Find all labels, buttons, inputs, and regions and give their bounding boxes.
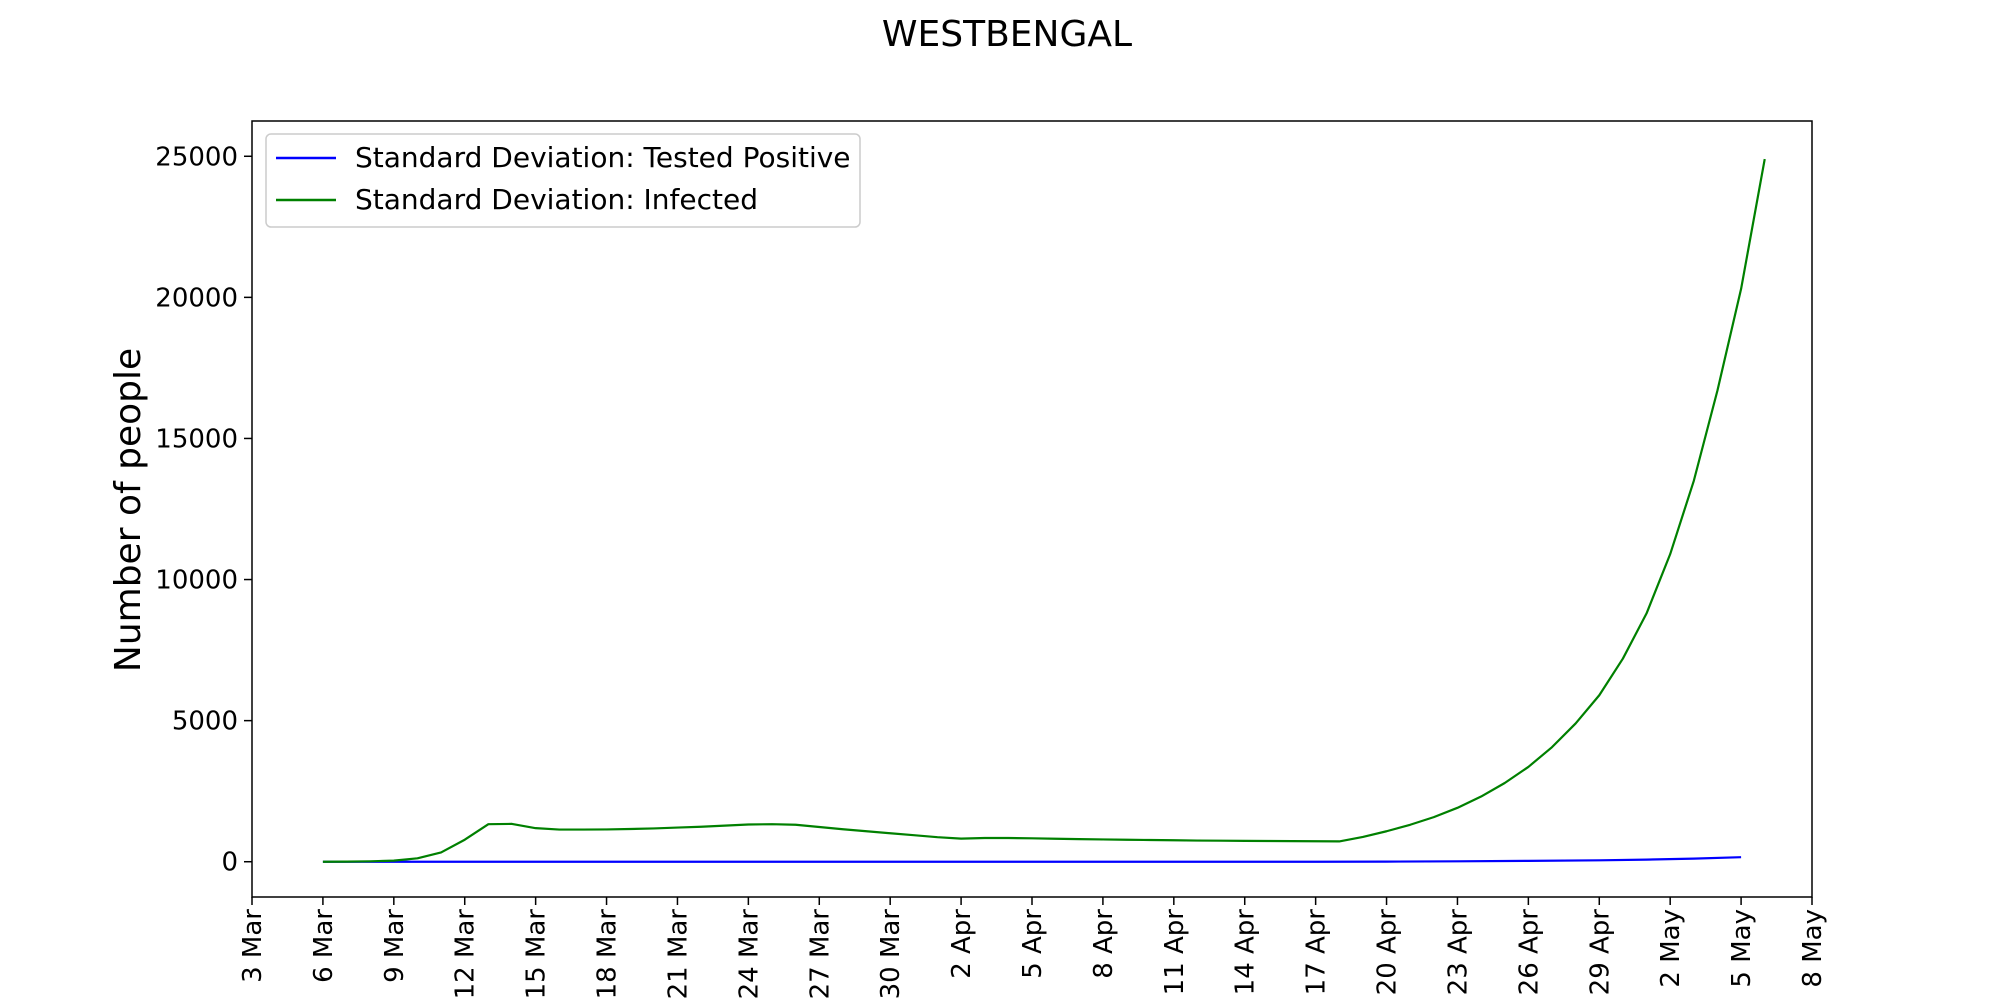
series-line-standard-deviation-tested-positive: [322, 856, 1742, 863]
x-tick-label: 12 Mar: [451, 909, 481, 1000]
y-axis: 0 5000 10000 15000 20000 25000: [155, 142, 252, 878]
x-tick-label: 30 Mar: [876, 909, 906, 1000]
x-tick-label: 2 Apr: [947, 909, 977, 979]
x-tick-label: 24 Mar: [734, 909, 764, 1000]
x-tick-label: 20 Apr: [1373, 909, 1403, 996]
x-tick-label: 23 Apr: [1443, 909, 1473, 996]
legend-box: [265, 133, 861, 228]
x-tick-label: 6 Mar: [309, 909, 339, 983]
x-tick-label: 14 Apr: [1231, 909, 1261, 996]
x-tick-label: 2 May: [1656, 909, 1686, 988]
y-tick-label: 25000: [155, 142, 238, 172]
x-tick-label: 5 Apr: [1018, 909, 1048, 979]
x-tick-label: 11 Apr: [1160, 909, 1190, 996]
y-tick-label: 15000: [155, 424, 238, 454]
y-tick-label: 20000: [155, 283, 238, 313]
x-tick-label: 3 Mar: [238, 909, 268, 983]
x-tick-label: 15 Mar: [522, 909, 552, 1000]
y-tick-label: 5000: [172, 707, 238, 737]
legend: Standard Deviation: Tested Positive Stan…: [265, 133, 861, 228]
y-tick-label: 0: [221, 848, 238, 878]
x-axis: 3 Mar 6 Mar 9 Mar 12 Mar 15 Mar 18 Mar 21 Mar 2…: [238, 897, 1828, 999]
legend-label-tested-positive: Standard Deviation: Tested Positive: [355, 141, 851, 174]
legend-label-infected: Standard Deviation: Infected: [355, 183, 758, 216]
x-tick-label: 8 Apr: [1089, 909, 1119, 979]
x-tick-label: 17 Apr: [1302, 909, 1332, 996]
plot-frame: [251, 120, 1813, 898]
x-tick-label: 27 Mar: [805, 909, 835, 1000]
series-line-standard-deviation-infected: [322, 158, 1766, 863]
x-tick-label: 5 May: [1727, 909, 1757, 988]
chart-title: WESTBENGAL: [882, 14, 1132, 55]
y-tick-label: 10000: [155, 566, 238, 596]
plot-area: [322, 158, 1766, 863]
x-tick-label: 8 May: [1798, 909, 1828, 988]
x-tick-label: 9 Mar: [380, 909, 410, 983]
x-tick-label: 21 Mar: [663, 909, 693, 1000]
y-axis-title: Number of people: [108, 348, 149, 672]
x-tick-label: 18 Mar: [593, 909, 623, 1000]
x-tick-label: 29 Apr: [1585, 909, 1615, 996]
x-tick-label: 26 Apr: [1514, 909, 1544, 996]
